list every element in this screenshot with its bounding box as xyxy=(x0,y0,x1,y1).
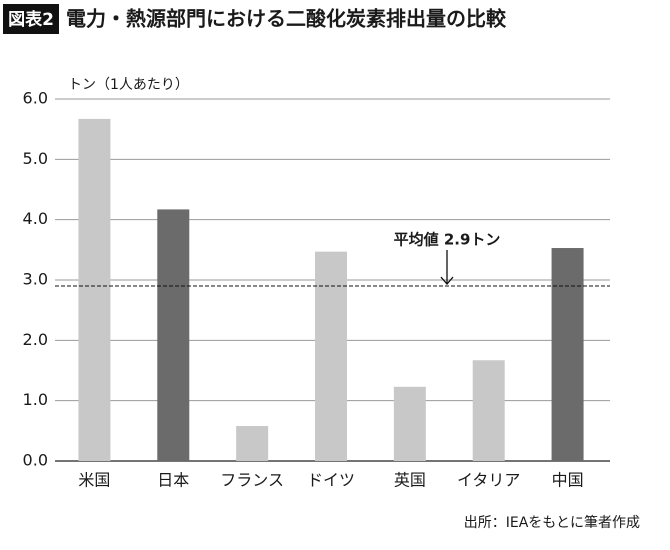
x-tick-label: 中国 xyxy=(552,471,584,490)
bar xyxy=(78,118,111,461)
x-tick-label: 日本 xyxy=(157,471,189,490)
average-arrowhead xyxy=(440,276,454,286)
y-tick-label: 4.0 xyxy=(23,209,48,228)
figure-label-box xyxy=(3,4,59,34)
bar xyxy=(157,209,190,461)
bar xyxy=(472,360,505,461)
bar xyxy=(236,426,269,461)
y-tick-label: 0.0 xyxy=(23,451,48,470)
y-tick-label: 3.0 xyxy=(23,270,48,289)
y-tick-label: 2.0 xyxy=(23,330,48,349)
bar xyxy=(393,386,426,461)
x-tick-label: 米国 xyxy=(78,471,110,490)
chart-title: 電力・熱源部門における二酸化炭素排出量の比較 xyxy=(66,7,507,31)
y-tick-label: 5.0 xyxy=(23,149,48,168)
x-tick-label: 英国 xyxy=(394,471,426,490)
figure-label: 図表2 xyxy=(8,9,54,30)
x-tick-label: イタリア xyxy=(457,471,520,490)
y-tick-label: 1.0 xyxy=(23,390,48,409)
bar xyxy=(551,248,584,461)
y-axis-label: トン（1人あたり） xyxy=(68,77,189,93)
y-tick-label: 6.0 xyxy=(23,89,48,108)
x-tick-label: ドイツ xyxy=(307,471,355,490)
source: 出所：IEAをもとに筆者作成 xyxy=(464,515,640,531)
x-tick-label: フランス xyxy=(220,471,284,490)
bar xyxy=(315,251,347,461)
average-label: 平均値 2.9トン xyxy=(394,231,501,249)
